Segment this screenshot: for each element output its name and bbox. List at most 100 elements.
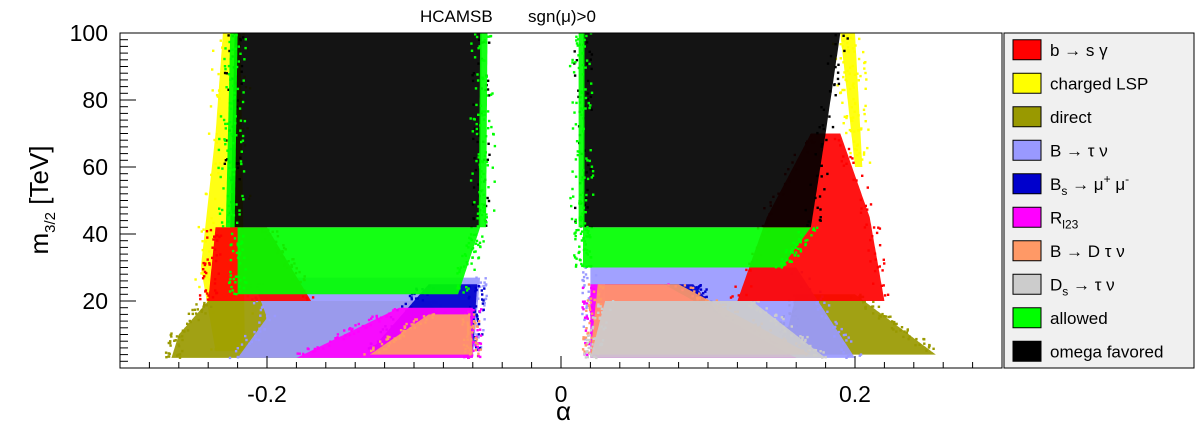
scatter-point bbox=[590, 165, 594, 168]
scatter-point bbox=[203, 301, 206, 305]
scatter-point bbox=[201, 240, 204, 243]
scatter-point bbox=[590, 332, 593, 335]
scatter-point bbox=[465, 289, 469, 292]
scatter-point bbox=[468, 305, 472, 309]
scatter-point bbox=[587, 101, 590, 105]
scatter-point bbox=[816, 308, 820, 311]
scatter-point bbox=[845, 116, 848, 120]
scatter-point bbox=[782, 317, 785, 321]
scatter-point bbox=[378, 320, 381, 323]
scatter-point bbox=[769, 319, 773, 322]
scatter-point bbox=[571, 170, 574, 173]
scatter-point bbox=[467, 310, 470, 313]
scatter-point bbox=[862, 108, 866, 111]
scatter-point bbox=[852, 140, 856, 143]
scatter-point bbox=[699, 288, 703, 291]
scatter-point bbox=[842, 333, 846, 337]
scatter-point bbox=[244, 268, 247, 271]
scatter-point bbox=[827, 304, 831, 307]
scatter-point bbox=[872, 282, 875, 285]
scatter-point bbox=[586, 188, 589, 192]
scatter-point bbox=[240, 162, 243, 166]
scatter-point bbox=[849, 155, 852, 159]
region-dstaunu-15 bbox=[583, 299, 827, 360]
scatter-point bbox=[841, 101, 844, 104]
scatter-point bbox=[574, 175, 578, 178]
scatter-point bbox=[229, 274, 232, 277]
scatter-point bbox=[586, 92, 589, 95]
scatter-point bbox=[874, 258, 877, 261]
scatter-point bbox=[851, 47, 855, 50]
scatter-point bbox=[475, 159, 478, 163]
scatter-point bbox=[229, 160, 232, 163]
scatter-point bbox=[589, 58, 592, 61]
scatter-point bbox=[836, 77, 840, 81]
scatter-point bbox=[857, 129, 860, 132]
scatter-point bbox=[372, 346, 375, 349]
scatter-point bbox=[466, 321, 469, 324]
scatter-point bbox=[573, 50, 576, 53]
scatter-point bbox=[581, 286, 585, 290]
scatter-point bbox=[231, 168, 234, 171]
scatter-point bbox=[893, 322, 896, 325]
scatter-point bbox=[473, 127, 477, 130]
scatter-point bbox=[882, 284, 885, 287]
scatter-point bbox=[764, 311, 768, 314]
scatter-point bbox=[468, 236, 471, 240]
scatter-point bbox=[839, 91, 842, 95]
scatter-point bbox=[844, 78, 847, 81]
region-allowed-17 bbox=[573, 226, 819, 269]
scatter-point bbox=[839, 43, 842, 46]
legend-item-allowed: allowed bbox=[1012, 307, 1108, 329]
scatter-point bbox=[419, 322, 422, 325]
scatter-point bbox=[466, 262, 469, 266]
region-fill-allowed bbox=[478, 33, 488, 228]
scatter-point bbox=[705, 298, 708, 302]
scatter-point bbox=[241, 36, 245, 39]
scatter-point bbox=[218, 212, 222, 215]
scatter-point bbox=[380, 342, 384, 346]
scatter-point bbox=[599, 303, 603, 306]
scatter-point bbox=[590, 354, 593, 357]
scatter-point bbox=[582, 308, 585, 311]
scatter-point bbox=[238, 213, 241, 216]
scatter-point bbox=[229, 78, 232, 81]
scatter-point bbox=[227, 73, 231, 76]
scatter-point bbox=[476, 129, 479, 132]
scatter-point bbox=[242, 91, 245, 94]
scatter-point bbox=[348, 333, 352, 337]
scatter-point bbox=[467, 246, 470, 249]
scatter-point bbox=[238, 209, 241, 212]
scatter-point bbox=[487, 35, 490, 38]
scatter-point bbox=[585, 251, 588, 255]
scatter-point bbox=[477, 336, 480, 339]
scatter-point bbox=[851, 37, 855, 40]
scatter-point bbox=[594, 317, 597, 320]
scatter-point bbox=[483, 206, 486, 210]
scatter-point bbox=[922, 337, 925, 341]
scatter-point bbox=[483, 287, 486, 290]
scatter-point bbox=[223, 57, 226, 61]
scatter-point bbox=[881, 269, 884, 272]
scatter-point bbox=[242, 198, 245, 201]
scatter-point bbox=[230, 102, 233, 105]
scatter-point bbox=[595, 356, 598, 360]
scatter-point bbox=[749, 304, 753, 307]
scatter-point bbox=[611, 300, 615, 303]
scatter-point bbox=[575, 140, 579, 143]
scatter-point bbox=[475, 35, 479, 39]
scatter-point bbox=[243, 119, 247, 123]
scatter-point bbox=[864, 204, 867, 208]
scatter-point bbox=[581, 348, 585, 351]
scatter-point bbox=[204, 262, 207, 265]
scatter-point bbox=[585, 306, 588, 309]
scatter-point bbox=[590, 286, 593, 290]
scatter-point bbox=[227, 213, 230, 217]
scatter-point bbox=[478, 241, 482, 244]
scatter-point bbox=[593, 308, 596, 311]
scatter-point bbox=[415, 318, 418, 321]
scatter-point bbox=[597, 311, 600, 314]
scatter-point bbox=[477, 38, 481, 41]
scatter-point bbox=[481, 333, 484, 336]
scatter-point bbox=[828, 115, 831, 118]
